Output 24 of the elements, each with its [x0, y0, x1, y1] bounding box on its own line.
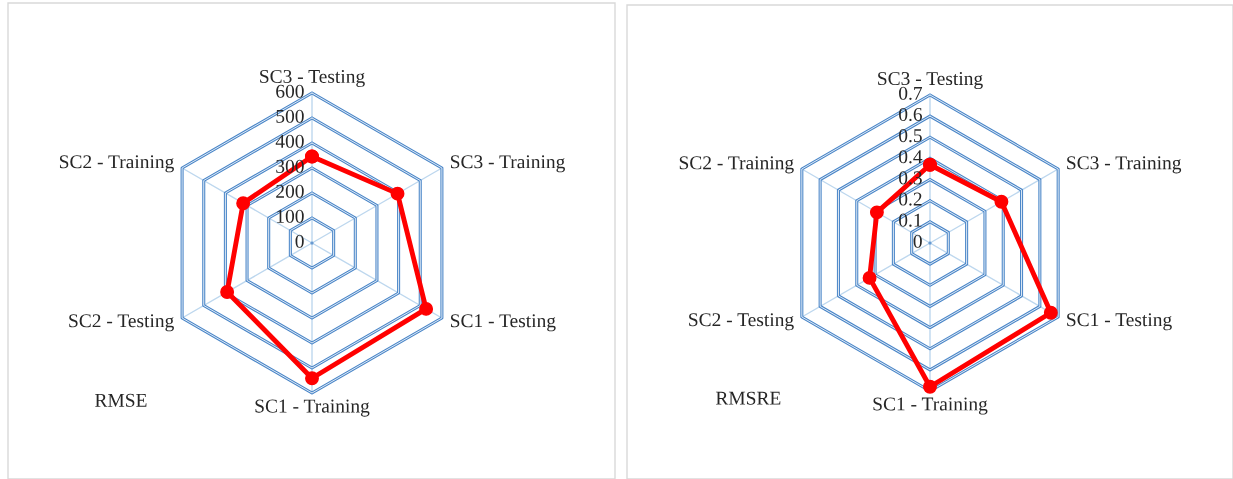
spoke-label: SC2 - Testing	[689, 313, 794, 331]
spoke-label: SC2 - Testing	[69, 314, 174, 332]
y-tick-label: 0.2	[899, 192, 922, 206]
spoke-label: SC1 - Training	[873, 397, 988, 415]
spoke-label: SC1 - Testing	[1067, 313, 1172, 331]
y-tick-label: 0.4	[899, 150, 923, 164]
spoke-label: SC1 - Testing	[451, 314, 556, 332]
y-tick-label: 0.5	[899, 129, 922, 143]
y-tick-label: 400	[275, 134, 304, 148]
y-tick-label: 0	[295, 234, 304, 248]
y-tick-label: 0	[913, 234, 922, 248]
spoke-label: SC1 - Training	[255, 399, 370, 417]
y-tick-label: 0.6	[899, 107, 923, 122]
text: RMSE	[95, 393, 147, 407]
y-tick-label: 200	[276, 184, 304, 198]
y-tick-label: 600	[276, 84, 304, 98]
text: RMSRE	[715, 391, 781, 405]
y-tick-label: 500	[276, 109, 304, 123]
spoke-label: SC2 - Training	[679, 156, 794, 174]
spoke-label: SC3 - Training	[1067, 156, 1182, 174]
y-tick-label: 100	[277, 209, 304, 223]
y-tick-label: 0.1	[899, 213, 922, 227]
spoke-label: SC2 - Training	[59, 155, 174, 173]
spoke-label: SC3 - Training	[451, 155, 565, 173]
